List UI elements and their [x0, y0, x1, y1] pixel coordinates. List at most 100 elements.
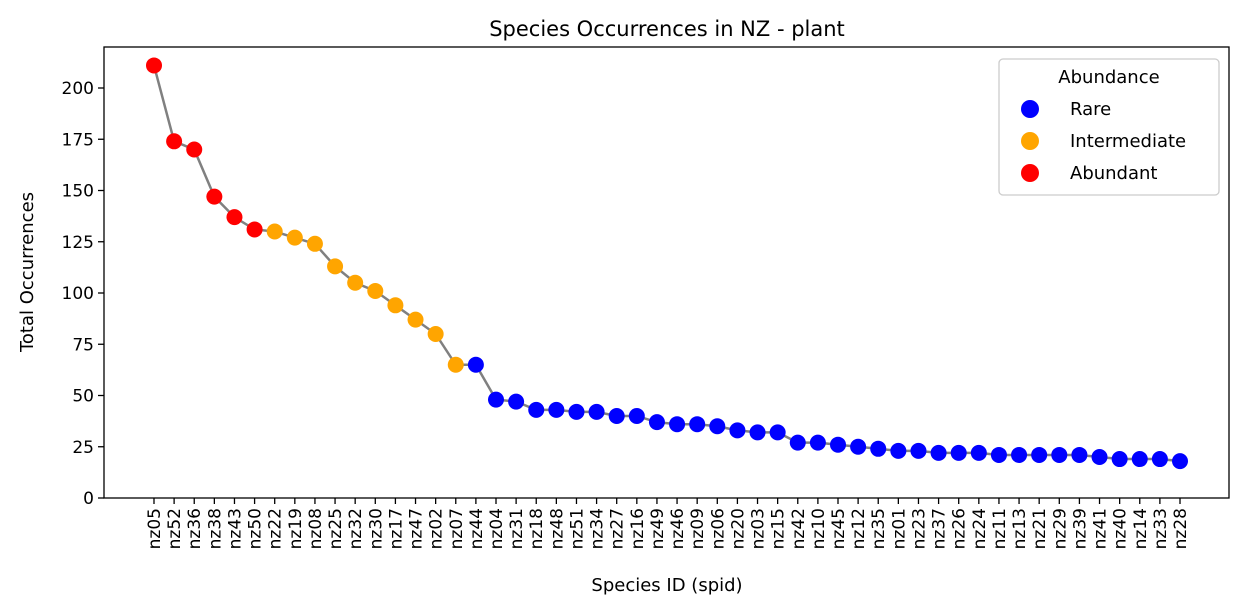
data-point-nz10 — [809, 434, 826, 451]
x-tick-label: nz43 — [225, 508, 245, 549]
x-tick-label: nz26 — [950, 508, 970, 549]
y-axis-title: Total Occurrences — [17, 192, 38, 353]
x-tick-label: nz27 — [608, 508, 628, 549]
x-tick-label: nz09 — [688, 508, 708, 549]
data-point-nz22 — [266, 223, 283, 240]
data-point-nz17 — [387, 297, 404, 314]
data-point-nz14 — [1131, 451, 1148, 468]
y-tick-label: 150 — [62, 182, 94, 202]
x-tick-label: nz34 — [588, 508, 608, 549]
y-tick-label: 50 — [72, 387, 94, 407]
x-tick-label: nz03 — [749, 508, 769, 549]
data-point-nz48 — [548, 401, 565, 418]
data-point-nz23 — [910, 442, 927, 459]
x-tick-label: nz20 — [728, 508, 748, 549]
x-tick-label: nz44 — [467, 508, 487, 549]
x-tick-label: nz31 — [507, 508, 527, 549]
data-point-nz05 — [146, 57, 162, 74]
x-tick-label: nz25 — [326, 508, 346, 549]
data-point-nz20 — [729, 422, 746, 439]
data-point-nz24 — [970, 444, 987, 461]
x-tick-label: nz37 — [930, 508, 950, 549]
x-tick-label: nz14 — [1131, 508, 1151, 549]
data-point-nz47 — [407, 311, 424, 328]
data-point-nz01 — [890, 442, 907, 459]
data-point-nz21 — [1031, 446, 1048, 463]
x-tick-label: nz35 — [869, 508, 889, 549]
x-tick-label: nz40 — [1111, 508, 1131, 549]
x-tick-label: nz29 — [1050, 508, 1070, 549]
legend-marker-rare — [1021, 100, 1039, 118]
x-axis-title: Species ID (spid) — [591, 575, 742, 596]
legend-marker-intermediate — [1021, 132, 1039, 150]
x-tick-label: nz17 — [386, 508, 406, 549]
data-point-nz41 — [1091, 449, 1108, 465]
y-tick-label: 0 — [83, 489, 94, 509]
data-point-nz16 — [628, 408, 645, 424]
data-point-nz11 — [990, 446, 1007, 463]
x-tick-label: nz50 — [246, 508, 266, 549]
x-tick-label: nz38 — [205, 508, 225, 549]
x-tick-label: nz47 — [407, 508, 427, 549]
x-tick-label: nz45 — [829, 508, 849, 549]
legend: Abundance Rare Intermediate Abundant — [998, 58, 1220, 196]
x-tick-label: nz42 — [789, 508, 809, 549]
legend-label-abundant: Abundant — [1070, 163, 1157, 184]
x-tick-label: nz33 — [1151, 508, 1171, 549]
x-tick-label: nz49 — [648, 508, 668, 549]
x-tick-label: nz22 — [266, 508, 286, 549]
data-point-nz46 — [669, 416, 686, 433]
x-tick-label: nz11 — [990, 508, 1010, 549]
legend-title: Abundance — [1058, 67, 1159, 88]
data-point-nz38 — [206, 188, 223, 205]
data-point-nz02 — [427, 326, 444, 342]
data-points — [146, 57, 1188, 470]
data-point-nz26 — [950, 444, 967, 461]
data-point-nz15 — [769, 424, 786, 441]
x-tick-label: nz16 — [628, 508, 648, 549]
data-point-nz43 — [226, 209, 243, 226]
data-point-nz52 — [166, 133, 183, 150]
data-point-nz12 — [850, 438, 867, 455]
x-tick-label: nz05 — [145, 508, 165, 549]
x-tick-label: nz32 — [346, 508, 366, 549]
data-point-nz42 — [789, 434, 806, 451]
x-tick-label: nz41 — [1091, 508, 1111, 549]
x-tick-label: nz04 — [487, 508, 507, 549]
y-tick-label: 175 — [62, 130, 94, 150]
data-point-nz30 — [367, 282, 384, 299]
data-point-nz13 — [1011, 446, 1028, 463]
x-tick-label: nz10 — [809, 508, 829, 549]
data-point-nz25 — [327, 258, 344, 275]
x-tick-label: nz30 — [366, 508, 386, 549]
y-tick-label: 25 — [72, 438, 94, 458]
y-axis: 0 25 50 75 100 125 150 175 200 — [62, 79, 104, 509]
series-line — [152, 65, 1181, 463]
x-tick-label: nz02 — [427, 508, 447, 549]
data-point-nz44 — [467, 356, 484, 373]
data-point-nz40 — [1111, 451, 1128, 468]
legend-box — [998, 58, 1220, 196]
data-point-nz04 — [488, 391, 504, 408]
data-point-nz19 — [286, 229, 303, 246]
x-tick-label: nz01 — [889, 508, 909, 549]
x-tick-label: nz18 — [527, 508, 547, 549]
x-tick-label: nz23 — [909, 508, 929, 549]
data-point-nz06 — [709, 418, 726, 435]
y-tick-label: 75 — [72, 335, 94, 355]
data-point-nz49 — [648, 414, 665, 431]
x-tick-label: nz24 — [970, 508, 990, 549]
x-tick-label: nz48 — [547, 508, 567, 549]
x-tick-label: nz36 — [185, 508, 205, 549]
x-tick-label: nz52 — [165, 508, 185, 549]
x-tick-label: nz28 — [1171, 508, 1191, 549]
data-point-nz31 — [508, 393, 525, 410]
y-tick-label: 100 — [62, 284, 94, 304]
x-tick-label: nz07 — [447, 508, 467, 549]
data-point-nz28 — [1172, 453, 1188, 470]
data-point-nz37 — [930, 444, 947, 461]
data-point-nz34 — [588, 403, 605, 420]
chart-title: Species Occurrences in NZ - plant — [489, 17, 845, 41]
data-point-nz36 — [186, 141, 203, 158]
